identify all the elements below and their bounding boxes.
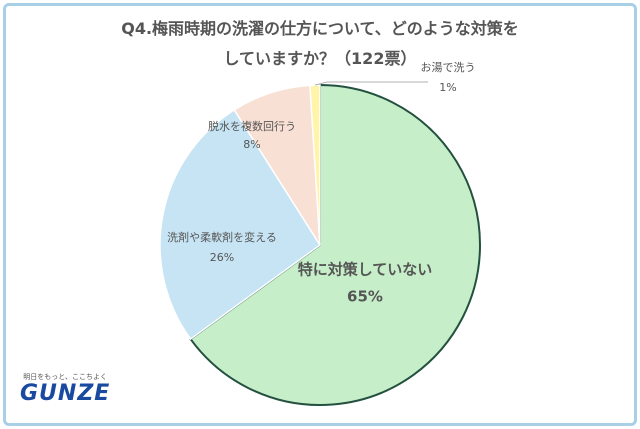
slice-label: お湯で洗う xyxy=(421,61,476,74)
slice-label: 洗剤や柔軟剤を変える xyxy=(167,230,277,244)
leader-line xyxy=(314,81,428,86)
frame xyxy=(3,3,637,426)
value-label: 1% xyxy=(439,81,456,94)
value-label: 65% xyxy=(347,288,383,306)
slice-label: 脱水を複数回行う xyxy=(208,119,296,133)
logo: 明日をもっと、ここちよく GUNZE xyxy=(20,372,110,406)
pie-slice xyxy=(189,83,481,406)
logo-tagline: 明日をもっと、ここちよく xyxy=(23,373,108,381)
chart-title: Q4.梅雨時期の洗濯の仕方について、どのような対策をしていますか？（122票） xyxy=(121,19,519,68)
logo-name: GUNZE xyxy=(20,381,111,406)
value-label: 8% xyxy=(243,138,260,151)
value-label: 26% xyxy=(210,251,234,264)
pie-slice xyxy=(159,108,322,341)
slice-label: 特に対策していない xyxy=(298,261,433,279)
